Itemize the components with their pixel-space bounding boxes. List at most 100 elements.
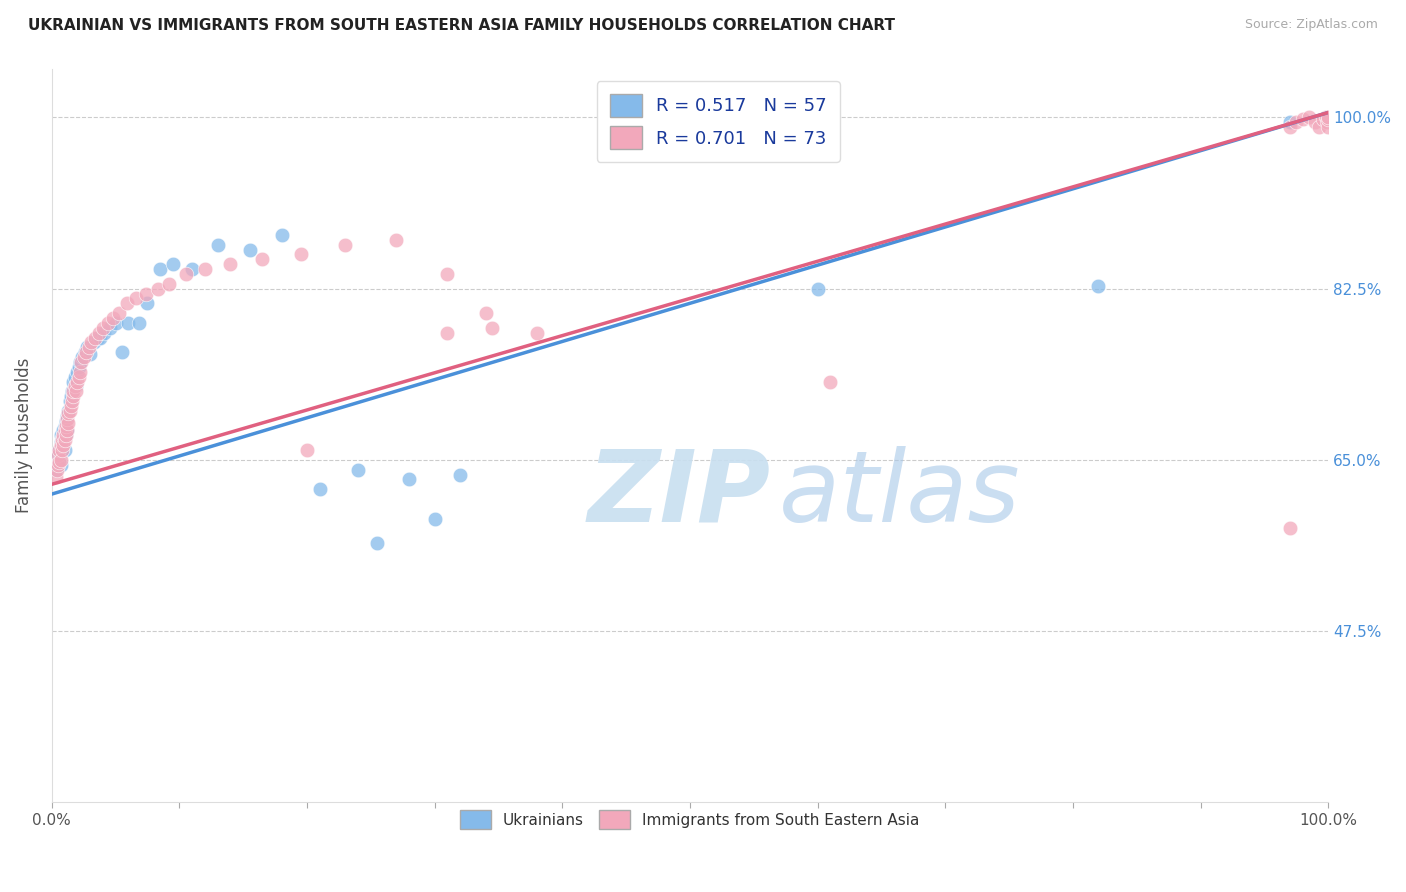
Point bbox=[58, 416, 80, 430]
Text: Source: ZipAtlas.com: Source: ZipAtlas.com bbox=[1244, 18, 1378, 31]
Point bbox=[1087, 278, 1109, 293]
Point bbox=[48, 453, 70, 467]
Point bbox=[56, 411, 79, 425]
Point bbox=[89, 330, 111, 344]
Point bbox=[1317, 111, 1340, 125]
Point bbox=[1317, 112, 1340, 127]
Point bbox=[157, 277, 180, 291]
Point bbox=[66, 365, 89, 379]
Y-axis label: Family Households: Family Households bbox=[15, 358, 32, 513]
Point bbox=[806, 282, 828, 296]
Point bbox=[239, 243, 262, 257]
Point bbox=[76, 340, 98, 354]
Point bbox=[128, 316, 150, 330]
Point bbox=[53, 418, 76, 433]
Text: UKRAINIAN VS IMMIGRANTS FROM SOUTH EASTERN ASIA FAMILY HOUSEHOLDS CORRELATION CH: UKRAINIAN VS IMMIGRANTS FROM SOUTH EASTE… bbox=[28, 18, 896, 33]
Point bbox=[219, 257, 242, 271]
Point bbox=[146, 282, 169, 296]
Point bbox=[73, 345, 96, 359]
Point bbox=[59, 389, 82, 403]
Point bbox=[73, 350, 96, 364]
Point bbox=[108, 306, 131, 320]
Point bbox=[207, 237, 229, 252]
Point bbox=[135, 286, 157, 301]
Point bbox=[51, 434, 73, 448]
Point bbox=[59, 404, 82, 418]
Point bbox=[59, 399, 82, 413]
Point bbox=[70, 355, 93, 369]
Point bbox=[347, 462, 370, 476]
Point bbox=[101, 310, 124, 325]
Point bbox=[83, 335, 105, 350]
Point bbox=[49, 438, 72, 452]
Point bbox=[125, 292, 148, 306]
Point bbox=[46, 448, 69, 462]
Point bbox=[56, 424, 79, 438]
Point bbox=[335, 237, 357, 252]
Point bbox=[252, 252, 274, 267]
Point bbox=[1315, 111, 1337, 125]
Point bbox=[1278, 120, 1301, 135]
Point bbox=[308, 482, 330, 496]
Point bbox=[385, 233, 408, 247]
Point bbox=[62, 389, 84, 403]
Point bbox=[62, 375, 84, 389]
Legend: Ukrainians, Immigrants from South Eastern Asia: Ukrainians, Immigrants from South Easter… bbox=[454, 804, 925, 835]
Point bbox=[270, 227, 292, 242]
Point bbox=[1278, 115, 1301, 129]
Point bbox=[56, 424, 79, 438]
Point bbox=[53, 424, 76, 438]
Point bbox=[194, 262, 217, 277]
Point bbox=[1316, 115, 1339, 129]
Point bbox=[45, 455, 67, 469]
Point bbox=[526, 326, 548, 340]
Point bbox=[75, 345, 97, 359]
Point bbox=[481, 320, 503, 334]
Point bbox=[1312, 112, 1334, 127]
Point bbox=[52, 424, 75, 438]
Point bbox=[1278, 521, 1301, 535]
Point bbox=[63, 369, 86, 384]
Point bbox=[60, 384, 83, 399]
Point bbox=[423, 511, 446, 525]
Point bbox=[1291, 112, 1313, 127]
Point bbox=[136, 296, 159, 310]
Point bbox=[117, 316, 139, 330]
Point bbox=[65, 384, 87, 399]
Point bbox=[51, 443, 73, 458]
Point bbox=[48, 443, 70, 458]
Point bbox=[115, 296, 138, 310]
Point bbox=[52, 438, 75, 452]
Point bbox=[62, 384, 84, 399]
Point bbox=[77, 340, 100, 354]
Point bbox=[56, 409, 79, 423]
Point bbox=[181, 262, 204, 277]
Point bbox=[51, 443, 73, 458]
Point bbox=[86, 330, 108, 344]
Point bbox=[474, 306, 496, 320]
Point bbox=[69, 355, 91, 369]
Point bbox=[1305, 115, 1327, 129]
Point bbox=[436, 267, 458, 281]
Point bbox=[67, 369, 90, 384]
Point bbox=[149, 262, 172, 277]
Text: ZIP: ZIP bbox=[588, 446, 770, 542]
Point bbox=[46, 448, 69, 462]
Point bbox=[65, 379, 87, 393]
Point bbox=[53, 443, 76, 458]
Point bbox=[45, 462, 67, 476]
Point bbox=[63, 379, 86, 393]
Point bbox=[820, 375, 842, 389]
Point bbox=[52, 428, 75, 442]
Point bbox=[436, 326, 458, 340]
Point bbox=[290, 247, 312, 261]
Point bbox=[55, 414, 77, 428]
Point bbox=[1308, 120, 1330, 135]
Point bbox=[366, 536, 388, 550]
Point bbox=[84, 330, 107, 344]
Text: atlas: atlas bbox=[779, 446, 1021, 542]
Point bbox=[72, 350, 94, 364]
Point bbox=[59, 394, 82, 409]
Point bbox=[69, 365, 91, 379]
Point bbox=[58, 406, 80, 420]
